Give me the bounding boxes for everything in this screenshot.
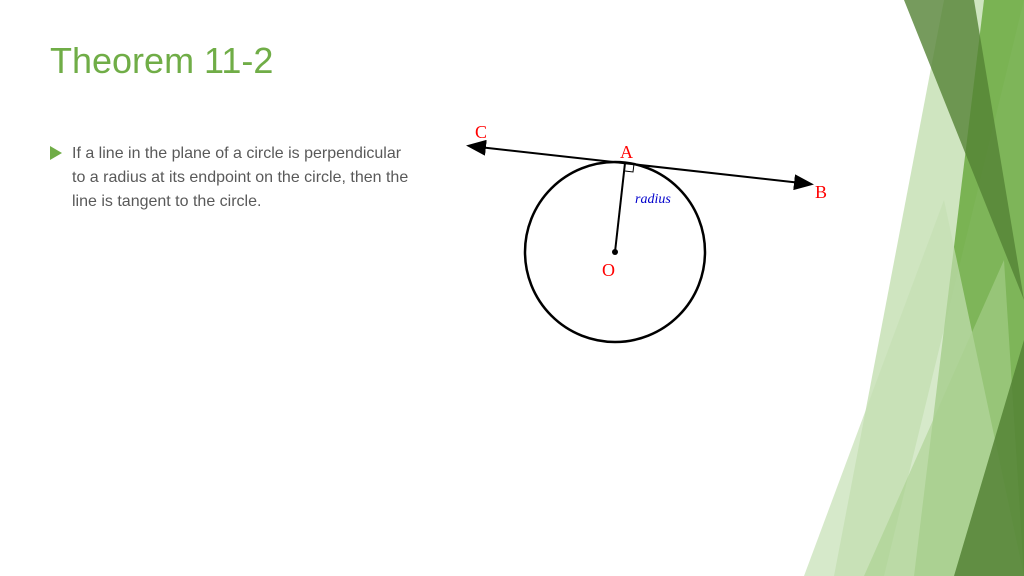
center-dot xyxy=(612,249,618,255)
diagram-svg xyxy=(440,102,840,382)
bullet-icon xyxy=(50,146,62,160)
label-b: B xyxy=(815,182,827,203)
radius-line xyxy=(615,163,625,252)
label-radius: radius xyxy=(635,192,671,208)
body-text: If a line in the plane of a circle is pe… xyxy=(72,142,410,214)
label-o: O xyxy=(602,260,615,281)
tangent-line xyxy=(470,146,810,184)
label-c: C xyxy=(475,122,487,143)
slide: Theorem 11-2 If a line in the plane of a… xyxy=(0,0,1024,576)
content-row: If a line in the plane of a circle is pe… xyxy=(50,142,974,382)
right-angle-icon xyxy=(625,164,634,172)
text-column: If a line in the plane of a circle is pe… xyxy=(50,142,410,214)
label-a: A xyxy=(620,142,633,163)
geometry-diagram: A B C O radius xyxy=(440,102,840,382)
page-title: Theorem 11-2 xyxy=(50,40,974,82)
